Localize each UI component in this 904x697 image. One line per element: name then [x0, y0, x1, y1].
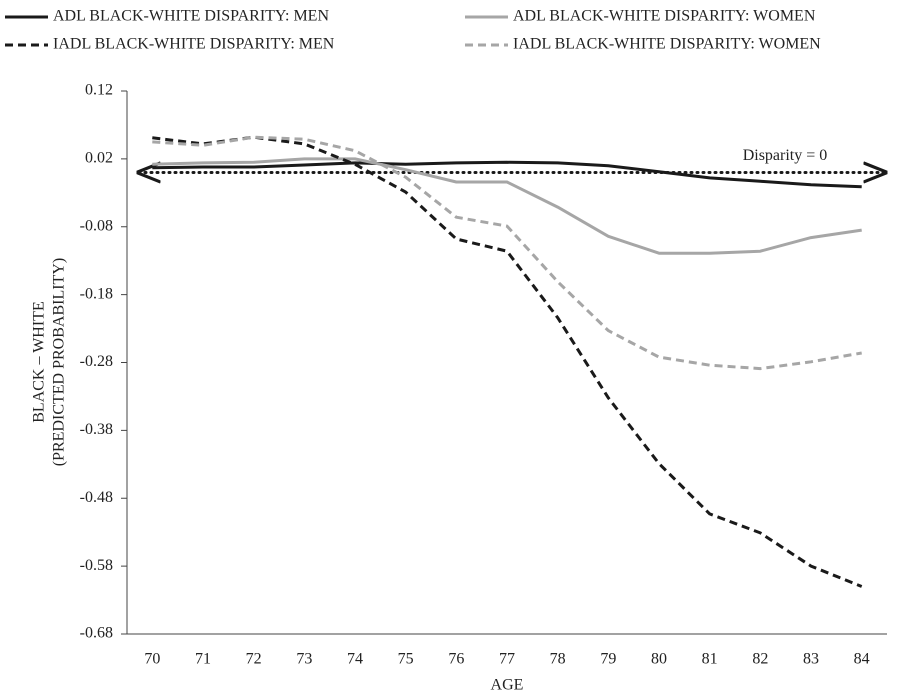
- y-tick-label: -0.48: [80, 489, 113, 506]
- data-line: [152, 160, 862, 189]
- x-tick-label: 84: [854, 651, 870, 668]
- y-tick-label: 0.12: [85, 82, 113, 99]
- x-tick-label: 75: [398, 651, 414, 668]
- y-tick-label: -0.28: [80, 353, 113, 370]
- x-tick-label: 77: [499, 651, 515, 668]
- x-tick-label: 70: [144, 651, 160, 668]
- data-line: [152, 157, 862, 255]
- y-tick-label: -0.08: [80, 217, 113, 234]
- x-tick-label: 74: [347, 651, 363, 668]
- y-tick-label: -0.58: [80, 557, 113, 574]
- x-tick-label: 71: [195, 651, 211, 668]
- x-tick-label: 83: [803, 651, 819, 668]
- x-tick-label: 82: [752, 651, 768, 668]
- x-tick-label: 78: [550, 651, 566, 668]
- y-tick-label: -0.18: [80, 285, 113, 302]
- legend-label: ADL BLACK-WHITE DISPARITY: MEN: [53, 8, 329, 25]
- y-tick-label: -0.38: [80, 421, 113, 438]
- x-axis-title: AGE: [491, 677, 524, 694]
- y-tick-label: 0.02: [85, 150, 113, 167]
- y-axis-title: BLACK – WHITE: [31, 301, 48, 422]
- data-line: [152, 135, 863, 588]
- y-tick-label: -0.68: [80, 625, 113, 642]
- x-tick-label: 76: [448, 651, 464, 668]
- y-axis-title: (PREDICTED PROBABILITY): [51, 258, 68, 466]
- legend-label: IADL BLACK-WHITE DISPARITY: WOMEN: [513, 36, 821, 53]
- x-tick-label: 80: [651, 651, 667, 668]
- legend-label: IADL BLACK-WHITE DISPARITY: MEN: [53, 36, 335, 53]
- legend-label: ADL BLACK-WHITE DISPARITY: WOMEN: [513, 8, 816, 25]
- x-tick-label: 79: [600, 651, 616, 668]
- x-tick-label: 72: [246, 651, 262, 668]
- x-tick-label: 73: [296, 651, 312, 668]
- x-tick-label: 81: [702, 651, 718, 668]
- reference-label: Disparity = 0: [743, 147, 828, 164]
- data-line: [152, 135, 862, 371]
